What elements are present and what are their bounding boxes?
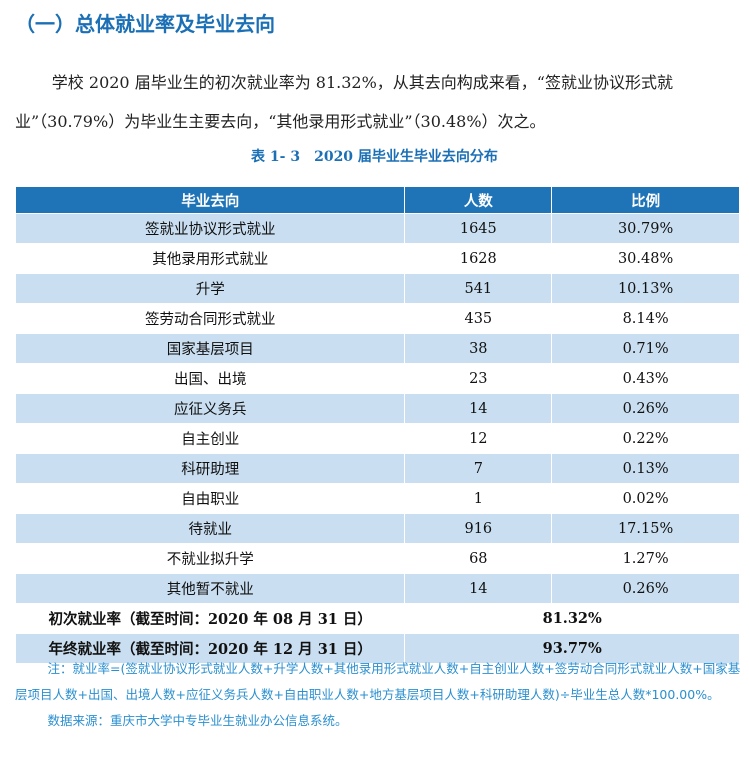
source: 数据来源：重庆市大学中专毕业生就业办公信息系统。: [47, 713, 348, 728]
cell: 出国、出境: [14, 363, 406, 394]
row: 其他录用形式就业 1628 30.48%: [14, 243, 740, 274]
cell: 应征义务兵: [14, 393, 406, 424]
header-row: 毕业去向 人数 比例: [14, 186, 740, 214]
cell: 68: [404, 543, 553, 574]
row: 国家基层项目 38 0.71%: [14, 333, 740, 364]
summary-value: 81.32%: [404, 603, 740, 634]
cell: 7: [404, 453, 553, 484]
cell: 1.27%: [551, 543, 740, 574]
cell: 国家基层项目: [14, 333, 406, 364]
column-header: 人数: [404, 186, 553, 214]
summary-label: 年终就业率（截至时间：2020 年 12 月 31 日）: [14, 633, 406, 664]
row: 自主创业 12 0.22%: [14, 423, 740, 454]
cell: 23: [404, 363, 553, 394]
cell: 待就业: [14, 513, 406, 544]
cell: 0.13%: [551, 453, 740, 484]
section-title: （一）总体就业率及毕业去向: [15, 12, 275, 36]
cell: 自主创业: [14, 423, 406, 454]
cell: 14: [404, 393, 553, 424]
note: 注：就业率=(签就业协议形式就业人数+升学人数+其他录用形式就业人数+自主创业人…: [15, 661, 741, 702]
cell: 30.79%: [551, 213, 740, 244]
row: 自由职业 1 0.02%: [14, 483, 740, 514]
cell: 其他录用形式就业: [14, 243, 406, 274]
cell: 升学: [14, 273, 406, 304]
cell: 12: [404, 423, 553, 454]
cell: 1: [404, 483, 553, 514]
cell: 0.26%: [551, 393, 740, 424]
row: 出国、出境 23 0.43%: [14, 363, 740, 394]
table-caption: 表 1- 3 2020 届毕业生毕业去向分布: [251, 149, 498, 165]
column-header: 比例: [551, 186, 740, 214]
cell: 0.43%: [551, 363, 740, 394]
cell: 916: [404, 513, 553, 544]
paragraph: 学校 2020 届毕业生的初次就业率为 81.32%，从其去向构成来看，“签就业…: [15, 73, 673, 131]
cell: 科研助理: [14, 453, 406, 484]
row: 签劳动合同形式就业 435 8.14%: [14, 303, 740, 334]
column-header: 毕业去向: [14, 186, 406, 214]
cell: 30.48%: [551, 243, 740, 274]
row: 不就业拟升学 68 1.27%: [14, 543, 740, 574]
cell: 17.15%: [551, 513, 740, 544]
row: 应征义务兵 14 0.26%: [14, 393, 740, 424]
cell: 不就业拟升学: [14, 543, 406, 574]
table: 毕业去向 人数 比例 签就业协议形式就业 1645 30.79% 其他录用形式就业 1628…: [14, 186, 740, 664]
cell: 签就业协议形式就业: [14, 213, 406, 244]
cell: 38: [404, 333, 553, 364]
row: 待就业 916 17.15%: [14, 513, 740, 544]
row: 升学 541 10.13%: [14, 273, 740, 304]
cell: 1628: [404, 243, 553, 274]
cell: 0.26%: [551, 573, 740, 604]
cell: 541: [404, 273, 553, 304]
summary-row: 初次就业率（截至时间：2020 年 08 月 31 日） 81.32%: [14, 603, 740, 634]
cell: 1645: [404, 213, 553, 244]
cell: 自由职业: [14, 483, 406, 514]
cell: 14: [404, 573, 553, 604]
row: 其他暂不就业 14 0.26%: [14, 573, 740, 604]
cell: 8.14%: [551, 303, 740, 334]
notes: 注：就业率=(签就业协议形式就业人数+升学人数+其他录用形式就业人数+自主创业人…: [15, 656, 743, 734]
row: 签就业协议形式就业 1645 30.79%: [14, 213, 740, 244]
summary-value: 93.77%: [404, 633, 740, 664]
cell: 其他暂不就业: [14, 573, 406, 604]
cell: 435: [404, 303, 553, 334]
cell: 0.22%: [551, 423, 740, 454]
cell: 签劳动合同形式就业: [14, 303, 406, 334]
summary-row: 年终就业率（截至时间：2020 年 12 月 31 日） 93.77%: [14, 633, 740, 664]
cell: 10.13%: [551, 273, 740, 304]
cell: 0.71%: [551, 333, 740, 364]
cell: 0.02%: [551, 483, 740, 514]
summary-label: 初次就业率（截至时间：2020 年 08 月 31 日）: [14, 603, 406, 634]
row: 科研助理 7 0.13%: [14, 453, 740, 484]
